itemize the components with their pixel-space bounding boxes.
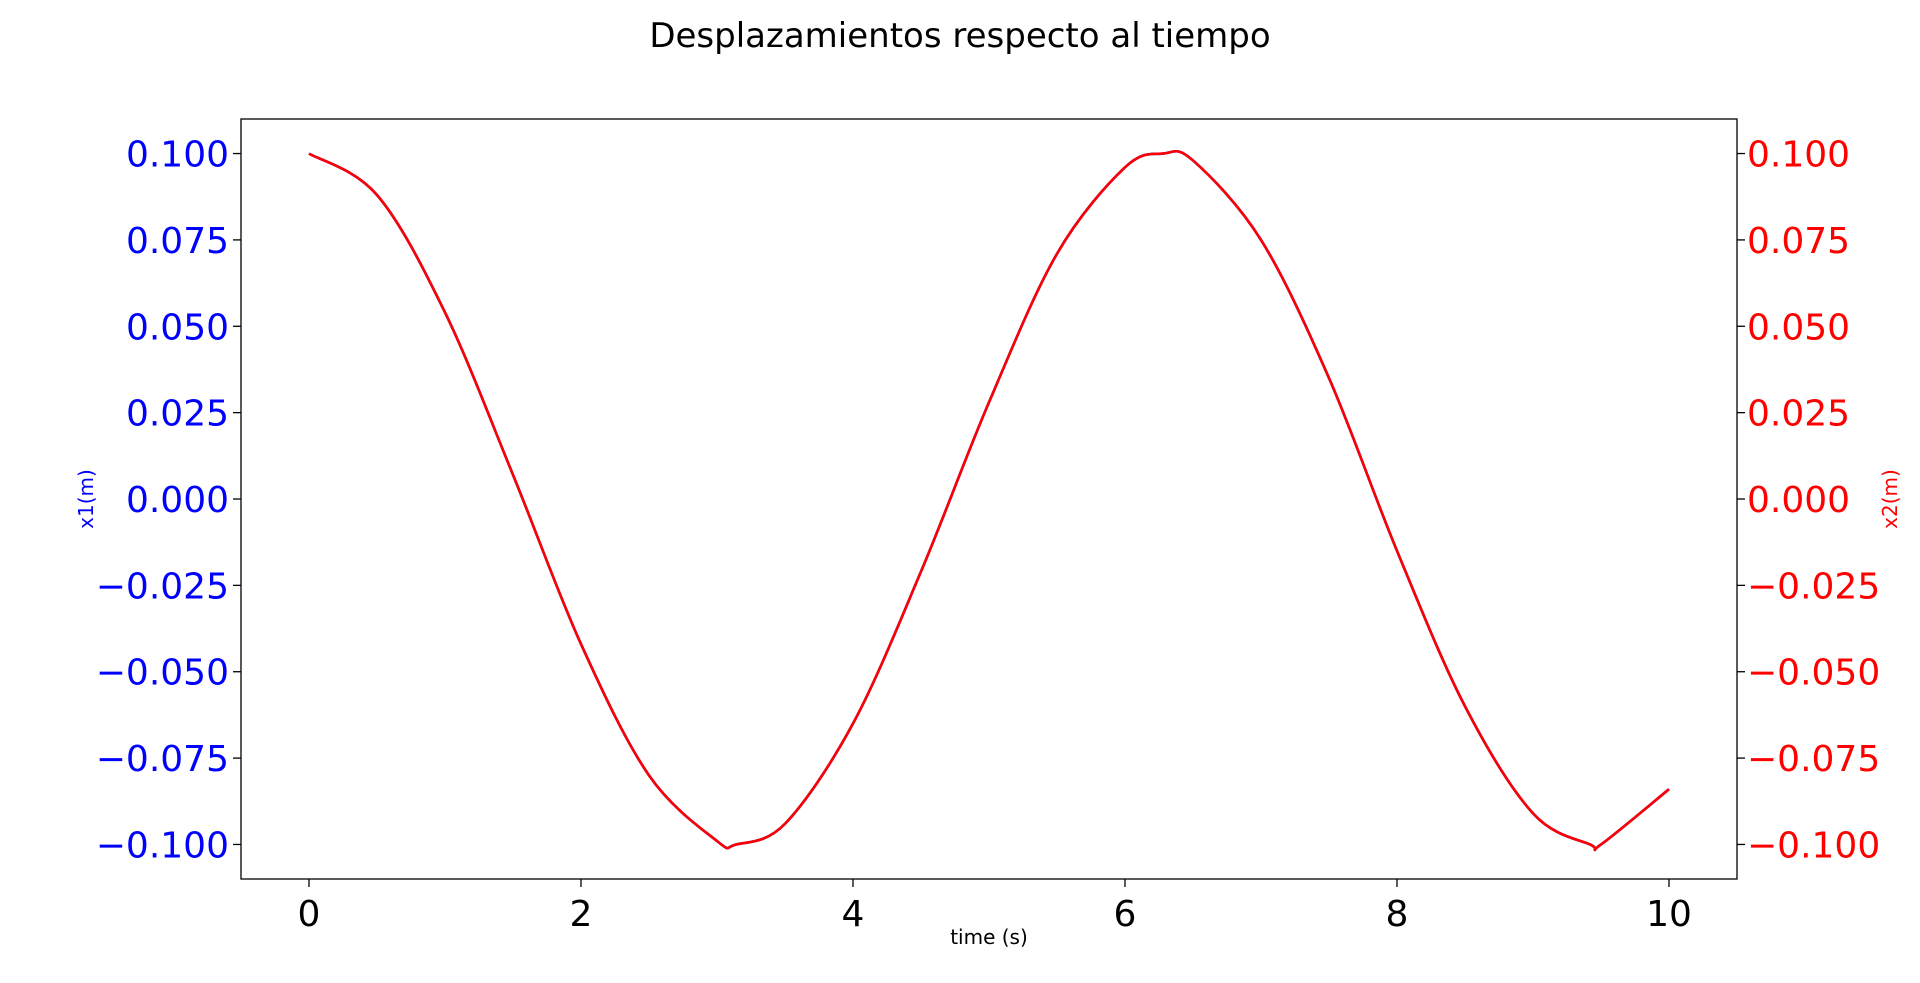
y-left-tick-label: −0.075 [96,739,229,780]
y-left-tick-label: −0.100 [96,825,229,866]
y-right-tick-label: 0.025 [1747,394,1850,435]
y-left-tick-label: 0.100 [126,135,229,176]
chart-title: Desplazamientos respecto al tiempo [649,16,1270,56]
x-axis: 0 2 4 6 8 10 [298,879,1692,935]
y-left-tick-label: −0.025 [96,566,229,607]
y-axis-right-label: x2(m) [1878,469,1902,529]
y-axis-right: 0.100 0.075 0.050 0.025 0.000 −0.025 −0.050 −0.… [1737,135,1880,866]
y-right-tick-label: 0.100 [1747,135,1850,176]
x-tick-label: 10 [1646,894,1692,935]
y-left-tick-label: 0.050 [126,307,229,348]
x-tick-label: 8 [1386,894,1409,935]
plot-frame [240,118,1738,880]
y-axis-left: 0.100 0.075 0.050 0.025 0.000 −0.025 −0.050 −0.… [96,135,241,866]
y-axis-left-label: x1(m) [74,469,98,529]
series-layer [308,149,1670,852]
y-left-tick-label: −0.050 [96,653,229,694]
x-tick-label: 6 [1114,894,1137,935]
x-tick-label: 0 [298,894,321,935]
x-tick-label: 4 [842,894,865,935]
y-right-tick-label: −0.025 [1747,566,1880,607]
y-right-tick-label: −0.100 [1747,825,1880,866]
y-left-tick-label: 0.075 [126,221,229,262]
x-tick-label: 2 [570,894,593,935]
y-right-tick-label: −0.075 [1747,739,1880,780]
y-right-tick-label: 0.075 [1747,221,1850,262]
y-right-tick-label: −0.050 [1747,653,1880,694]
y-right-tick-label: 0.050 [1747,307,1850,348]
y-left-tick-label: 0.025 [126,394,229,435]
y-right-tick-label: 0.000 [1747,480,1850,521]
series-x1-line [308,149,1670,852]
series-x2-line [308,149,1670,852]
x-axis-label: time (s) [950,925,1028,949]
y-left-tick-label: 0.000 [126,480,229,521]
